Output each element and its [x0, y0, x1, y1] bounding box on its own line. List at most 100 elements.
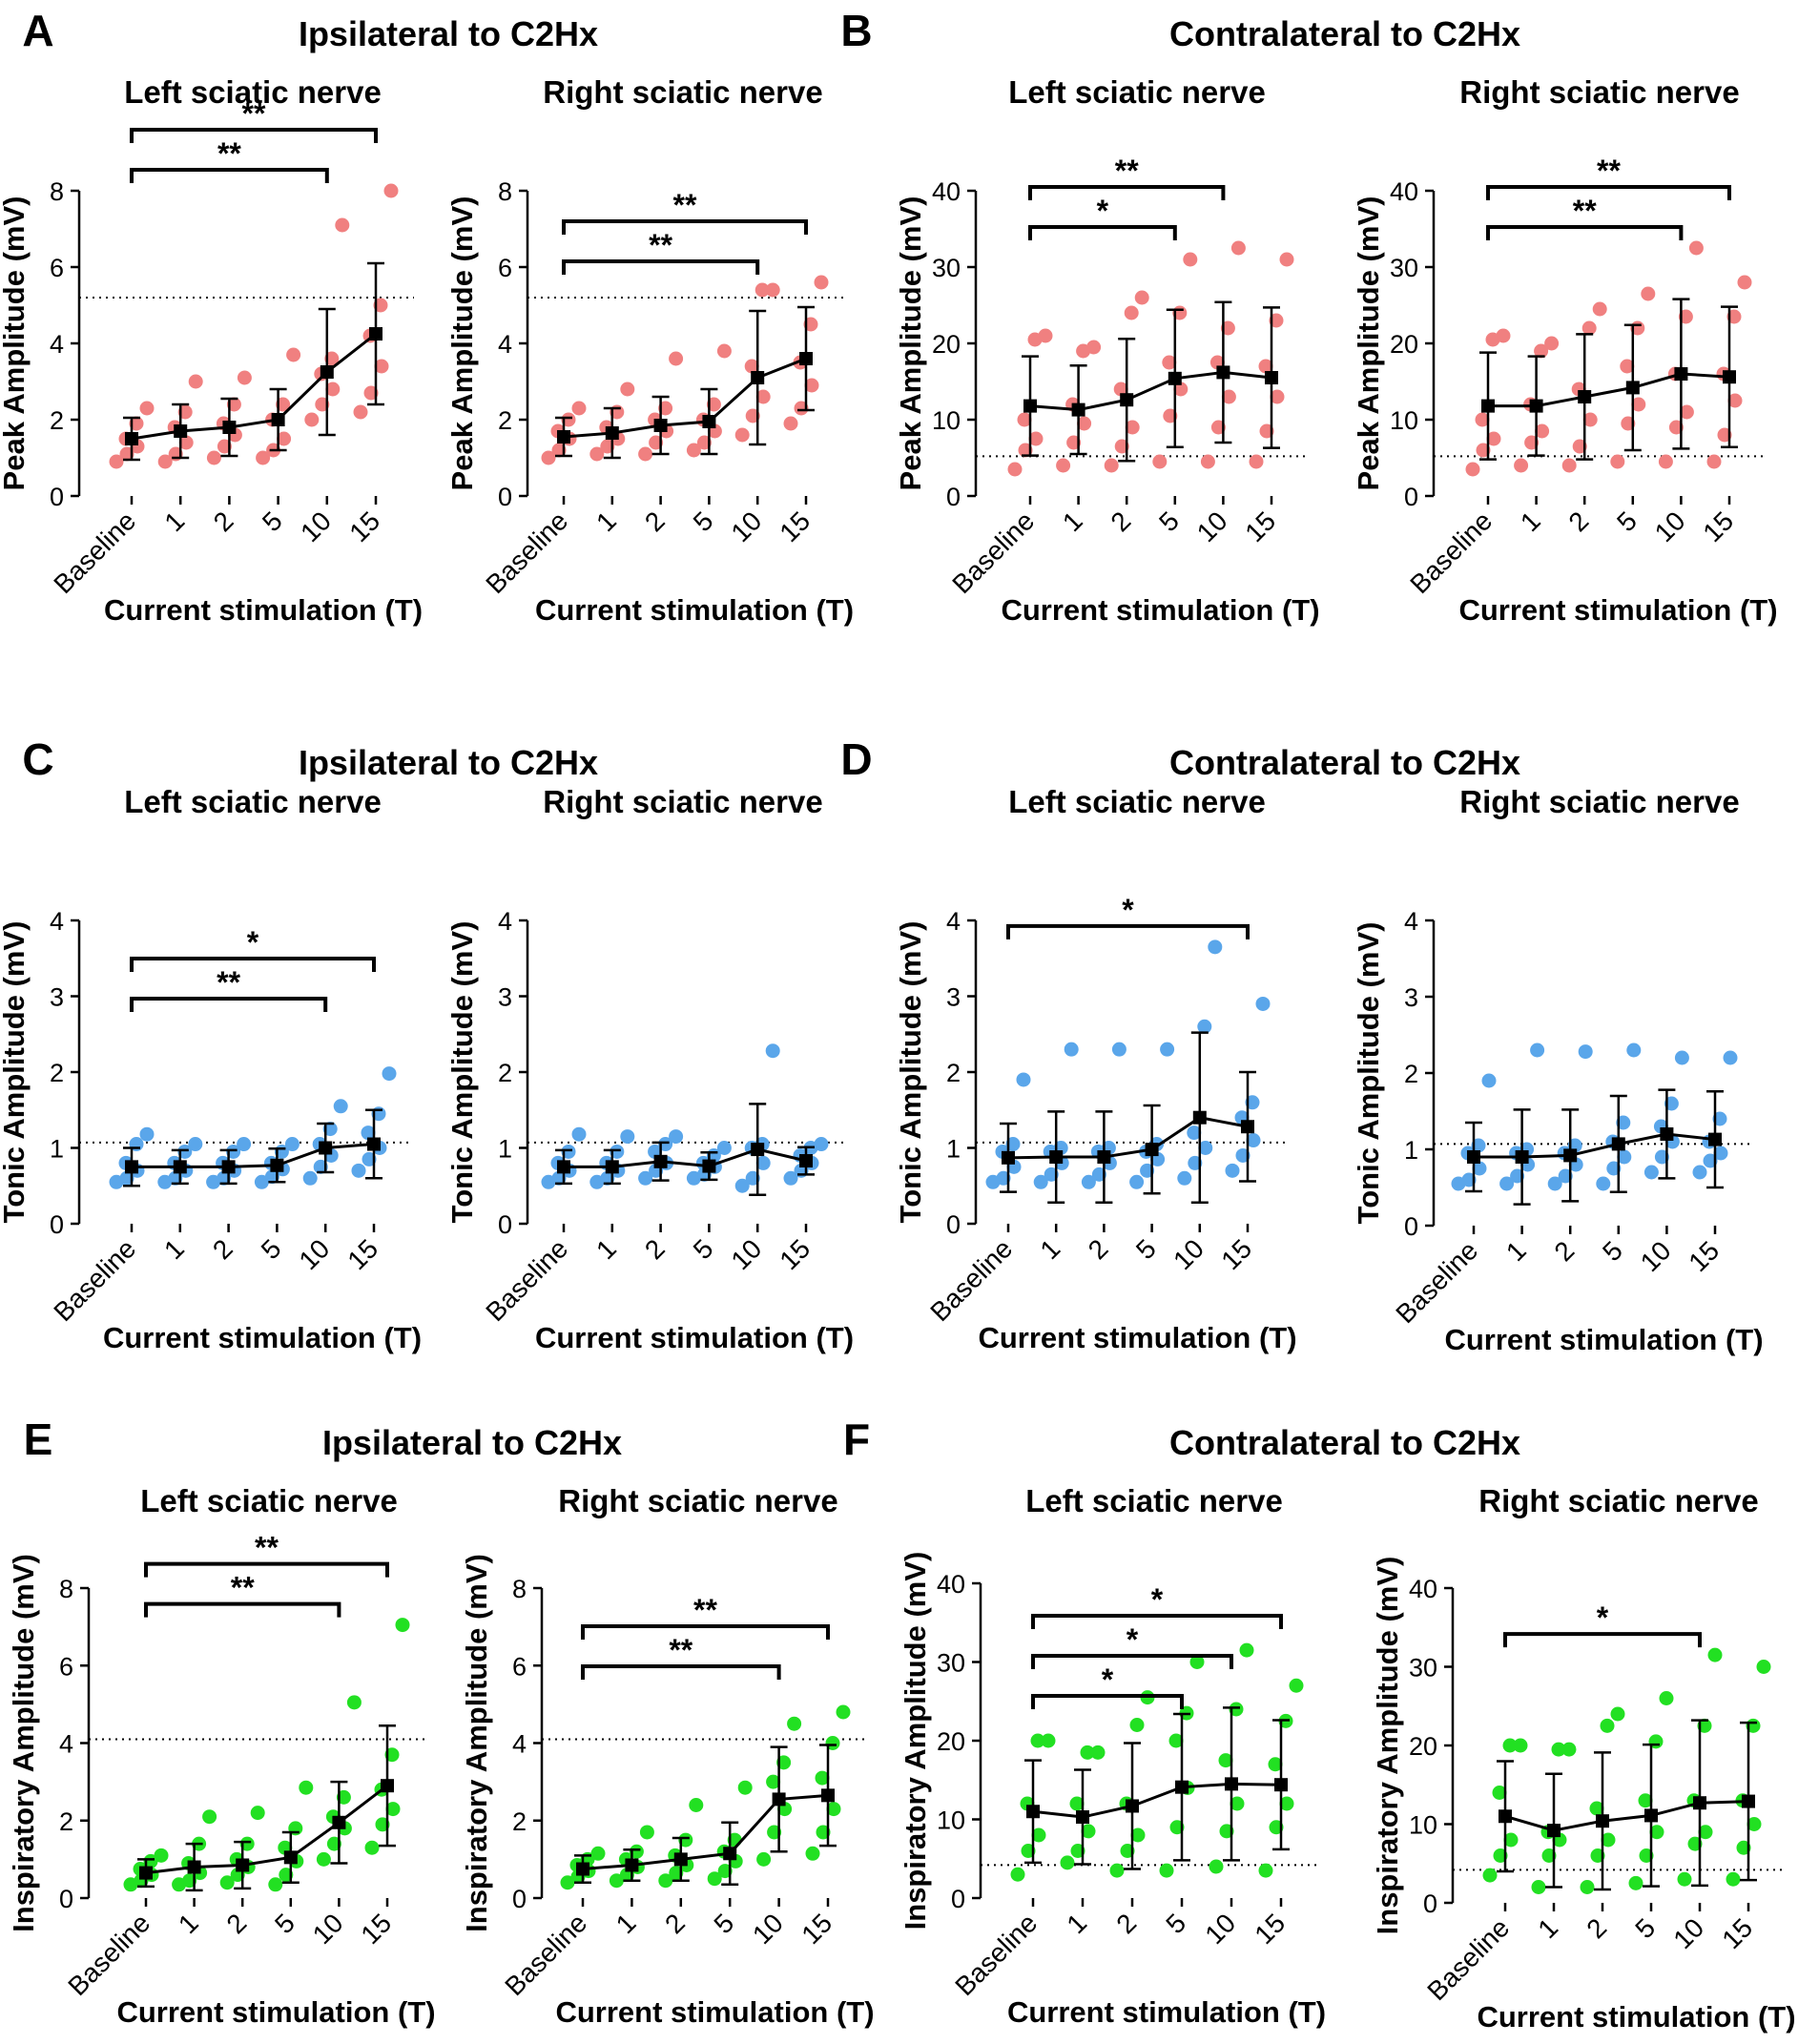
data-point [1030, 1733, 1045, 1748]
y-tick-label: 0 [946, 1210, 961, 1239]
data-point [737, 1780, 753, 1795]
data-point [620, 382, 635, 397]
data-point [1104, 458, 1119, 473]
data-point [1081, 1174, 1096, 1189]
data-point [1289, 1678, 1304, 1693]
mean-line [145, 1784, 388, 1875]
data-point [1017, 412, 1032, 427]
data-point [1064, 1042, 1079, 1057]
data-point [765, 282, 780, 298]
x-tick-label: 2 [1581, 1912, 1612, 1944]
x-tick-label: 2 [639, 506, 671, 537]
data-point [815, 1770, 830, 1786]
data-point [188, 1137, 203, 1152]
data-point [638, 1170, 653, 1186]
data-point [237, 1137, 252, 1152]
mean-line [1007, 1116, 1249, 1160]
data-point [299, 1780, 314, 1795]
significance-label: ** [693, 1593, 717, 1627]
x-tick-label: 5 [269, 1908, 300, 1939]
mean-marker [1216, 365, 1230, 380]
x-tick-label: 10 [1191, 506, 1233, 547]
data-point [1481, 1073, 1497, 1088]
data-point [686, 443, 701, 458]
significance-bracket [1503, 1632, 1702, 1648]
x-tick-label: 5 [1597, 1235, 1628, 1267]
mean-marker [236, 1858, 250, 1872]
y-tick-label: 10 [1409, 1811, 1437, 1840]
mean-marker [673, 1852, 688, 1867]
data-point [1679, 404, 1694, 420]
data-point [1631, 397, 1646, 412]
x-tick-label: 10 [1168, 1233, 1209, 1275]
data-point [756, 1851, 772, 1867]
mean-line [1504, 1800, 1749, 1832]
data-point [1677, 1871, 1692, 1887]
data-point [1152, 454, 1168, 469]
y-tick-label: 1 [498, 1135, 512, 1164]
mean-marker [557, 430, 570, 444]
y-tick-label: 4 [50, 907, 64, 936]
x-tick-label: 2 [1549, 1235, 1581, 1267]
data-point [1737, 275, 1752, 290]
x-tick-label: 5 [1130, 1233, 1162, 1265]
mean-marker [1529, 399, 1543, 413]
significance-bracket [562, 219, 808, 235]
significance-bracket [581, 1664, 781, 1680]
significance-label: * [1597, 1600, 1609, 1635]
mean-line [1029, 370, 1272, 412]
significance-bracket [1486, 225, 1684, 240]
x-tick-label: 2 [1563, 506, 1595, 537]
mean-marker [1071, 403, 1085, 417]
y-tick-label: 2 [59, 1807, 73, 1836]
data-point [277, 431, 292, 446]
data-point [560, 1875, 575, 1890]
y-tick-label: 4 [50, 330, 64, 359]
mean-line [563, 357, 807, 439]
x-tick-label: 5 [1611, 506, 1643, 537]
mean-marker [1644, 1808, 1658, 1823]
x-tick-label: 5 [1153, 506, 1185, 537]
data-point [1601, 1832, 1616, 1848]
data-point [1747, 1817, 1762, 1831]
data-point [1221, 389, 1236, 404]
significance-label: * [1151, 1582, 1164, 1617]
data-point [304, 412, 320, 427]
x-tick-label: 10 [725, 1233, 767, 1275]
y-axis-label: Inspiratory Amplitude (mV) [460, 1554, 493, 1932]
data-point [1688, 240, 1704, 256]
x-tick-label: 1 [1057, 506, 1088, 537]
data-point [1187, 1125, 1202, 1141]
data-point [571, 401, 587, 416]
data-point [744, 359, 759, 374]
group-title: Contralateral to C2Hx [1169, 743, 1520, 782]
data-point [1674, 1050, 1689, 1065]
mean-marker [320, 365, 334, 379]
y-tick-label: 0 [946, 483, 961, 511]
significance-label: * [1097, 194, 1109, 228]
data-point [1486, 431, 1501, 446]
y-axis-label: Inspiratory Amplitude (mV) [7, 1554, 40, 1932]
x-tick-label: Baseline [480, 1233, 573, 1327]
x-tick-label: 2 [639, 1233, 671, 1265]
data-point [1162, 355, 1177, 370]
data-point [1544, 336, 1560, 351]
mean-marker [576, 1862, 589, 1876]
y-axis-label: Tonic Amplitude (mV) [1352, 922, 1385, 1225]
x-tick-label: 5 [1160, 1908, 1191, 1939]
x-tick-label: 5 [257, 506, 288, 537]
x-tick-label: 10 [293, 1233, 335, 1275]
x-tick-label: 2 [221, 1908, 253, 1939]
data-point [1472, 1161, 1487, 1176]
mean-line [564, 1147, 807, 1168]
mean-marker [369, 327, 382, 341]
data-point [755, 389, 771, 404]
data-point [1007, 462, 1023, 477]
data-point [1200, 454, 1215, 469]
y-tick-label: 6 [59, 1652, 73, 1681]
mean-line [1474, 1132, 1716, 1159]
mean-marker [332, 1815, 346, 1829]
x-tick-label: Baseline [1390, 1235, 1483, 1329]
data-point [1255, 996, 1271, 1011]
